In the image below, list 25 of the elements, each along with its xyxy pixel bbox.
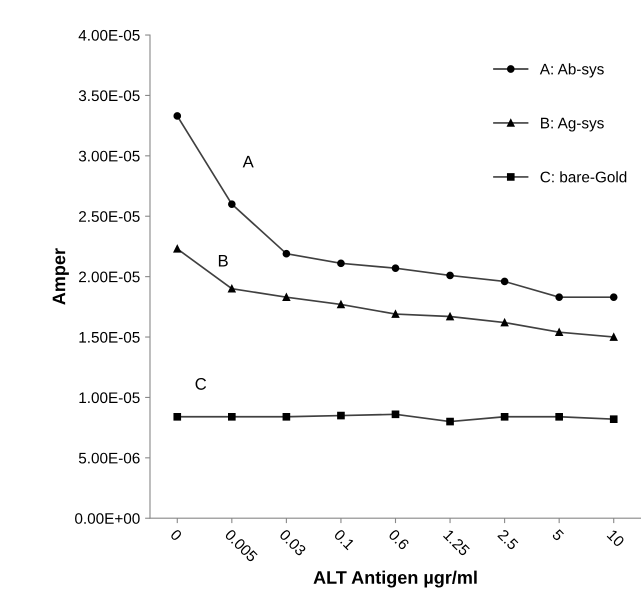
- y-tick-label: 1.00E-05: [79, 392, 140, 404]
- y-tick-label: 2.50E-05: [79, 211, 140, 222]
- y-tick-label: 2.00E-05: [79, 272, 140, 282]
- x-tick-label: 5: [552, 528, 564, 542]
- y-tick-label: 0.00E+00: [75, 513, 140, 524]
- x-tick-label: 0: [170, 528, 183, 542]
- y-tick-label: 4.00E-05: [78, 30, 140, 41]
- x-axis-title: ALT Antigen µgr/ml: [314, 570, 477, 588]
- annotation: B: [218, 254, 228, 266]
- y-tick-label: 5.00E-06: [78, 452, 140, 464]
- annotation: A: [242, 156, 254, 168]
- y-tick-label: 3.50E-05: [78, 90, 140, 102]
- y-tick-label: 3.00E-05: [78, 150, 140, 162]
- x-tick-label: 10: [606, 529, 626, 548]
- y-tick-label: 1.50E-05: [79, 332, 140, 343]
- x-tick-label: 2.5: [497, 528, 519, 550]
- x-tick-label: 0.03: [278, 528, 307, 556]
- x-tick-label: 1.25: [442, 529, 470, 556]
- legend-label: A: Ab-sys: [540, 63, 604, 78]
- legend-label: B: Ag-sys: [541, 118, 604, 132]
- legend-label: C: bare-Gold: [540, 171, 626, 182]
- x-tick-label: 0.6: [388, 528, 410, 550]
- x-tick-label: 0.1: [333, 528, 356, 550]
- annotation: C: [196, 378, 206, 390]
- y-axis-title: Amper: [52, 248, 69, 305]
